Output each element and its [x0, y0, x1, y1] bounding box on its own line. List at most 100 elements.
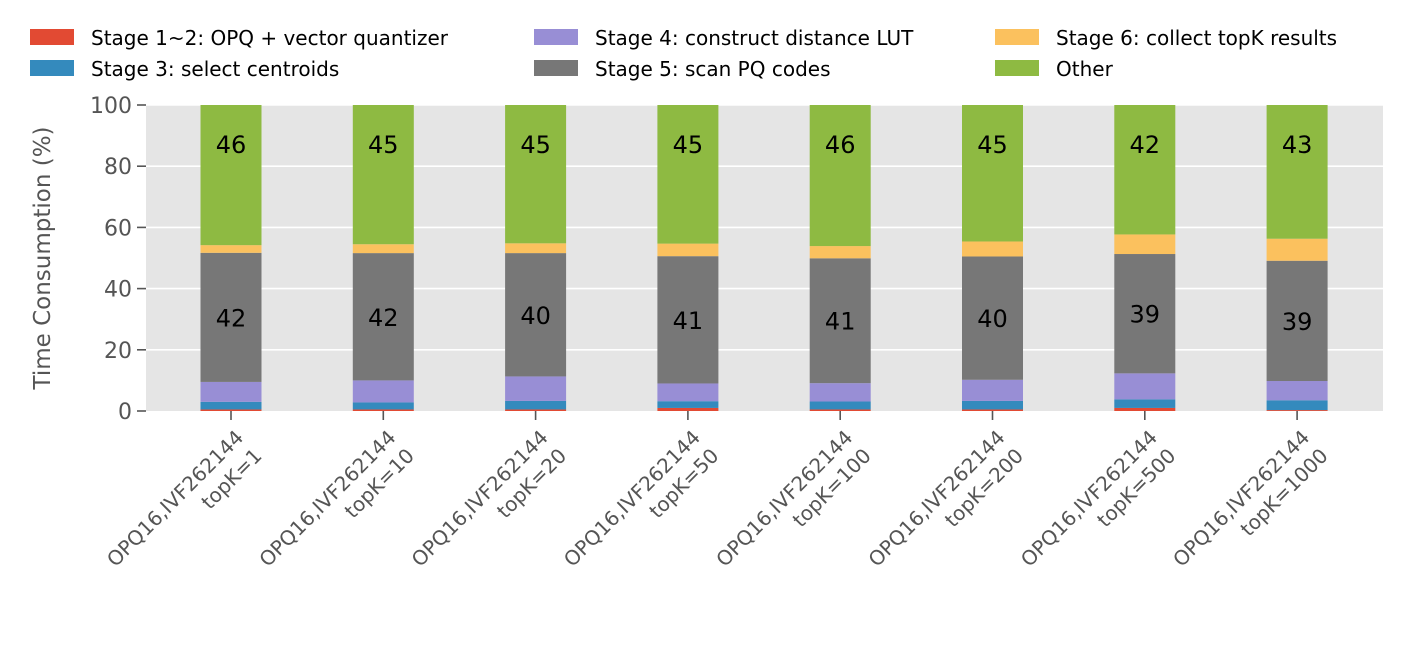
bar-segment — [809, 246, 871, 259]
bar-segment — [352, 409, 414, 411]
bar-segment — [1114, 399, 1176, 408]
legend-swatch — [995, 29, 1039, 45]
bar-segment — [657, 383, 719, 402]
bar-segment — [200, 105, 262, 246]
legend-item: Stage 3: select centroids — [30, 57, 339, 81]
legend-label: Stage 5: scan PQ codes — [595, 57, 831, 81]
bar-segment — [1266, 260, 1328, 382]
bar-segment — [505, 243, 567, 254]
bar-segment — [809, 401, 871, 410]
legend-item: Stage 1~2: OPQ + vector quantizer — [30, 26, 449, 50]
data-label: 42 — [216, 304, 247, 332]
bar-segment — [1114, 407, 1176, 411]
data-label: 41 — [673, 307, 704, 335]
bar-segment — [200, 381, 262, 402]
legend-item: Stage 5: scan PQ codes — [534, 57, 831, 81]
bar-segment — [1266, 410, 1328, 411]
legend-label: Stage 6: collect topK results — [1056, 26, 1337, 50]
bar-segment — [352, 105, 414, 245]
data-label: 45 — [520, 131, 551, 159]
data-label: 46 — [216, 131, 247, 159]
bar-segment — [657, 105, 719, 244]
x-axis: OPQ16,IVF262144topK=1OPQ16,IVF262144topK… — [102, 411, 1333, 571]
data-labels: 42 46 42 45 40 45 41 45 41 46 40 45 39 42 39 43 — [216, 131, 1313, 336]
legend-label: Stage 1~2: OPQ + vector quantizer — [91, 26, 449, 50]
bar-segment — [1266, 400, 1328, 411]
legend-item: Stage 4: construct distance LUT — [534, 26, 914, 50]
bar-segment — [962, 409, 1023, 411]
legend-swatch — [30, 29, 74, 45]
data-label: 42 — [1130, 131, 1161, 159]
bar-segment — [505, 253, 567, 377]
bar-segment — [200, 252, 262, 382]
data-label: 41 — [825, 308, 856, 336]
bar-segment — [1114, 254, 1176, 374]
y-tick-label: 20 — [104, 339, 132, 364]
bar-segment — [657, 401, 719, 408]
bar-segment — [200, 401, 262, 410]
legend-label: Stage 4: construct distance LUT — [595, 26, 914, 50]
data-label: 46 — [825, 131, 856, 159]
legend-label: Stage 3: select centroids — [91, 57, 339, 81]
bar-segment — [962, 400, 1023, 410]
plot-background — [146, 105, 1383, 411]
bar-segment — [1114, 234, 1176, 255]
bar-segment — [1114, 105, 1176, 235]
bar-segment — [352, 253, 414, 381]
bar-segment — [505, 400, 567, 410]
data-label: 45 — [673, 131, 704, 159]
bar-segment — [505, 105, 567, 244]
data-label: 40 — [977, 305, 1008, 333]
y-tick-label: 80 — [104, 155, 132, 180]
bar-segment — [657, 407, 719, 411]
data-label: 39 — [1130, 301, 1161, 329]
legend-label: Other — [1056, 57, 1114, 81]
bar-segment — [200, 245, 262, 253]
bar-segment — [962, 105, 1023, 242]
legend: Stage 1~2: OPQ + vector quantizer Stage 3… — [30, 26, 1337, 81]
bar-segment — [809, 105, 871, 247]
bar-segment — [657, 243, 719, 257]
legend-swatch — [534, 29, 578, 45]
legend-swatch — [995, 60, 1039, 76]
data-label: 45 — [368, 131, 399, 159]
y-tick-label: 40 — [104, 278, 132, 303]
bar-segment — [352, 380, 414, 403]
data-label: 39 — [1282, 308, 1313, 336]
bar-segment — [1266, 238, 1328, 261]
data-label: 45 — [977, 131, 1008, 159]
legend-item: Stage 6: collect topK results — [995, 26, 1337, 50]
gridlines — [146, 104, 1383, 351]
legend-swatch — [30, 60, 74, 76]
y-axis: 0 20 40 60 80 100 — [90, 94, 146, 425]
y-axis-label: Time Consumption (%) — [30, 126, 56, 390]
bar-segment — [352, 402, 414, 410]
data-label: 43 — [1282, 131, 1313, 159]
legend-swatch — [534, 60, 578, 76]
data-label: 42 — [368, 304, 399, 332]
bar-segment — [505, 376, 567, 401]
bar-segment — [1266, 105, 1328, 239]
bar-segment — [657, 256, 719, 384]
legend-item: Other — [995, 57, 1114, 81]
bar-segment — [962, 241, 1023, 257]
bar-segment — [1266, 381, 1328, 401]
y-tick-label: 0 — [118, 400, 132, 425]
bar-segment — [200, 409, 262, 411]
y-tick-label: 60 — [104, 216, 132, 241]
bar-segment — [1114, 373, 1176, 400]
bar-segment — [962, 379, 1023, 401]
data-label: 40 — [520, 302, 551, 330]
bar-segment — [352, 244, 414, 254]
bar-segment — [809, 409, 871, 411]
y-tick-label: 100 — [90, 94, 132, 119]
